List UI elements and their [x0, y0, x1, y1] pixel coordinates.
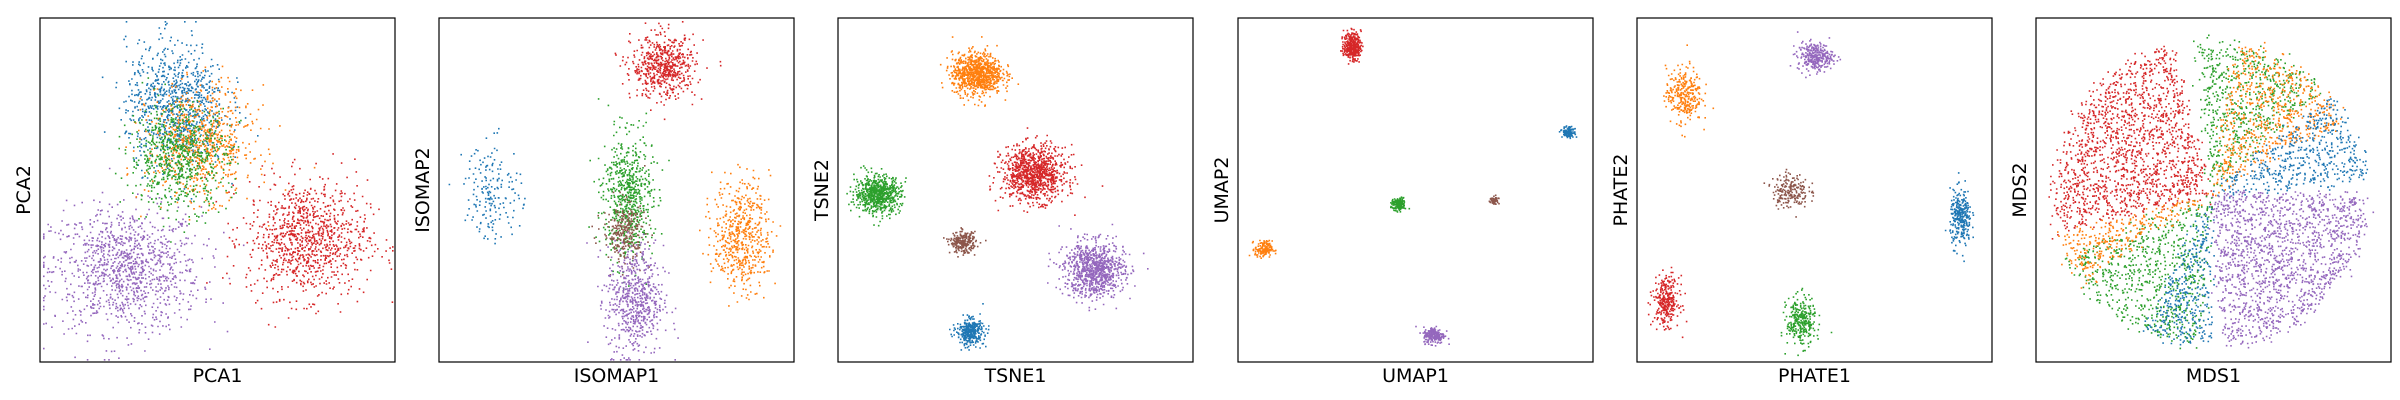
cluster-blue-1-1 [448, 127, 526, 245]
cluster-green-5-1 [2192, 34, 2322, 187]
plot-area-pca [39, 17, 396, 363]
y-axis-label-tsne: TSNE2 [811, 159, 833, 222]
cluster-orange-2-0 [939, 36, 1020, 107]
subplot-umap: UMAP1 UMAP2 [1211, 17, 1594, 387]
x-axis-label-isomap: ISOMAP1 [574, 365, 660, 387]
cluster-red-5-0 [2048, 45, 2214, 240]
cluster-green-1-2 [588, 98, 670, 290]
plot-area-mds [2035, 17, 2392, 363]
cluster-green-0-4 [114, 77, 242, 243]
plot-area-isomap [438, 17, 795, 363]
points-isomap [448, 21, 782, 361]
y-axis-label-isomap: ISOMAP2 [412, 147, 434, 233]
cluster-orange-1-4 [699, 163, 782, 307]
cluster-brown-1-3 [591, 165, 653, 276]
y-axis-label-pca: PCA2 [13, 165, 35, 215]
points-phate [1647, 31, 1975, 357]
points-pca [43, 21, 394, 361]
cluster-blue-2-5 [949, 303, 990, 351]
cluster-blue-4-3 [1944, 172, 1975, 263]
cluster-purple-3-5 [1415, 325, 1450, 347]
cluster-purple-5-4 [2205, 189, 2375, 349]
plot-area-umap [1237, 17, 1594, 363]
subplot-phate: PHATE1 PHATE2 [1610, 17, 1993, 387]
cluster-green-4-5 [1780, 287, 1833, 357]
cluster-red-4-4 [1647, 266, 1688, 339]
y-axis-label-umap: UMAP2 [1211, 157, 1233, 224]
cluster-blue-3-1 [1558, 125, 1578, 140]
x-axis-label-pca: PCA1 [193, 365, 243, 387]
x-axis-label-mds: MDS1 [2186, 365, 2241, 387]
cluster-purple-2-4 [1047, 223, 1149, 312]
cluster-purple-4-0 [1789, 31, 1842, 79]
x-axis-label-umap: UMAP1 [1382, 365, 1449, 387]
cluster-red-3-0 [1340, 27, 1364, 65]
cluster-orange-0-3 [125, 65, 316, 227]
subplot-isomap: ISOMAP1 ISOMAP2 [412, 17, 795, 387]
points-umap [1248, 27, 1578, 347]
cluster-brown-2-3 [943, 227, 987, 258]
cluster-red-2-1 [988, 127, 1104, 216]
cluster-purple-1-5 [586, 231, 679, 361]
cluster-brown-4-2 [1763, 168, 1815, 218]
cluster-brown-3-3 [1488, 194, 1500, 205]
subplot-pca: PCA1 PCA2 [13, 17, 396, 387]
points-mds [2048, 34, 2375, 350]
plot-area-tsne [837, 17, 1194, 363]
subplot-mds: MDS1 MDS2 [2009, 17, 2392, 387]
cluster-green-2-2 [846, 165, 907, 227]
cluster-orange-3-4 [1248, 239, 1277, 259]
cluster-red-1-0 [614, 21, 722, 121]
plot-area-phate [1636, 17, 1993, 363]
cluster-blue-5-7 [2142, 206, 2215, 346]
x-axis-label-phate: PHATE1 [1778, 365, 1851, 387]
cluster-orange-5-6 [2057, 195, 2203, 289]
y-axis-label-mds: MDS2 [2009, 162, 2031, 217]
cluster-green-5-5 [2064, 195, 2213, 350]
cluster-purple-0-0 [43, 167, 245, 361]
subplot-tsne: TSNE1 TSNE2 [811, 17, 1194, 387]
x-axis-label-tsne: TSNE1 [984, 365, 1047, 387]
points-tsne [846, 36, 1149, 351]
y-axis-label-phate: PHATE2 [1610, 154, 1632, 227]
cluster-green-3-2 [1390, 196, 1411, 213]
